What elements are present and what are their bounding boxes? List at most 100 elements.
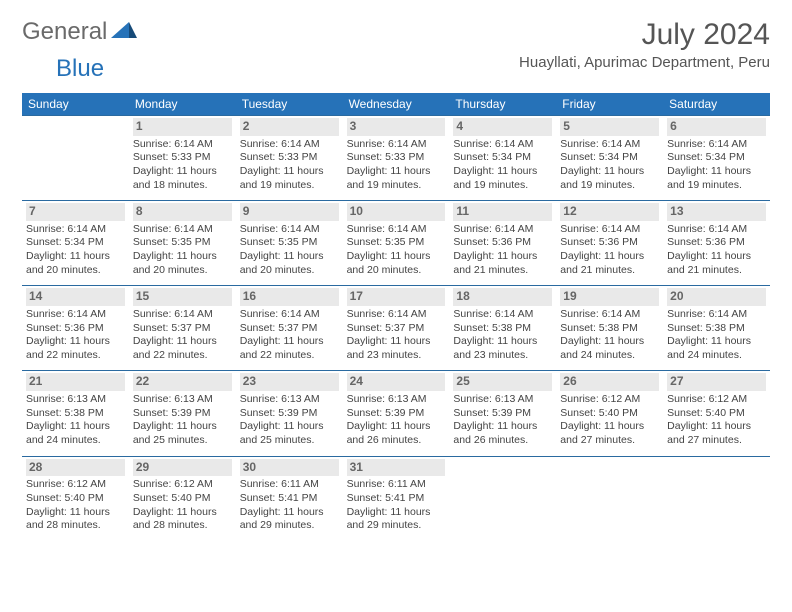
day-detail: Daylight: 11 hours and 22 minutes. [133,335,232,362]
day-detail: Sunrise: 6:14 AM [133,308,232,322]
day-number: 24 [347,373,446,391]
weekday-header: Saturday [663,93,770,115]
day-detail: Sunset: 5:38 PM [453,322,552,336]
day-number: 16 [240,288,339,306]
day-detail: Sunset: 5:36 PM [667,236,766,250]
day-number: 6 [667,118,766,136]
day-detail: Sunrise: 6:14 AM [347,308,446,322]
day-number: 2 [240,118,339,136]
day-detail: Daylight: 11 hours and 24 minutes. [560,335,659,362]
day-detail: Sunset: 5:35 PM [240,236,339,250]
day-detail: Sunset: 5:41 PM [240,492,339,506]
calendar-cell: 25Sunrise: 6:13 AMSunset: 5:39 PMDayligh… [449,370,556,455]
day-detail: Daylight: 11 hours and 19 minutes. [667,165,766,192]
day-detail: Daylight: 11 hours and 21 minutes. [453,250,552,277]
calendar-cell: 5 Sunrise: 6:14 AMSunset: 5:34 PMDaylight… [556,115,663,200]
day-detail: Daylight: 11 hours and 19 minutes. [347,165,446,192]
day-detail: Sunrise: 6:12 AM [667,393,766,407]
day-number: 12 [560,203,659,221]
day-detail: Sunset: 5:33 PM [347,151,446,165]
day-detail: Sunrise: 6:13 AM [133,393,232,407]
day-detail: Sunrise: 6:13 AM [347,393,446,407]
day-detail: Sunset: 5:39 PM [347,407,446,421]
day-detail: Sunrise: 6:14 AM [240,138,339,152]
day-detail: Daylight: 11 hours and 22 minutes. [26,335,125,362]
calendar-cell: 2Sunrise: 6:14 AMSunset: 5:33 PMDaylight… [236,115,343,200]
day-detail: Sunset: 5:34 PM [26,236,125,250]
calendar-cell: 3 Sunrise: 6:14 AMSunset: 5:33 PMDaylight… [343,115,450,200]
logo-mark-icon [111,20,137,45]
weekday-header: Sunday [22,93,129,115]
calendar-cell: 10Sunrise: 6:14 AMSunset: 5:35 PMDayligh… [343,200,450,285]
day-detail: Daylight: 11 hours and 21 minutes. [667,250,766,277]
day-detail: Sunrise: 6:12 AM [133,478,232,492]
logo-text-general: General [22,18,107,46]
day-detail: Daylight: 11 hours and 18 minutes. [133,165,232,192]
day-detail: Daylight: 11 hours and 21 minutes. [560,250,659,277]
day-detail: Daylight: 11 hours and 23 minutes. [453,335,552,362]
day-detail: Daylight: 11 hours and 27 minutes. [667,420,766,447]
day-number: 23 [240,373,339,391]
day-detail: Daylight: 11 hours and 27 minutes. [560,420,659,447]
month-title: July 2024 [519,18,770,52]
day-detail: Daylight: 11 hours and 24 minutes. [667,335,766,362]
calendar-cell [663,456,770,541]
calendar-cell: 11Sunrise: 6:14 AMSunset: 5:36 PMDayligh… [449,200,556,285]
day-detail: Daylight: 11 hours and 23 minutes. [347,335,446,362]
day-detail: Sunrise: 6:14 AM [240,308,339,322]
day-number: 8 [133,203,232,221]
calendar-cell: 31Sunrise: 6:11 AMSunset: 5:41 PMDayligh… [343,456,450,541]
day-detail: Daylight: 11 hours and 22 minutes. [240,335,339,362]
day-detail: Daylight: 11 hours and 28 minutes. [26,506,125,533]
day-detail: Sunrise: 6:14 AM [26,223,125,237]
day-number: 21 [26,373,125,391]
calendar-cell: 1Sunrise: 6:14 AMSunset: 5:33 PMDaylight… [129,115,236,200]
day-number: 11 [453,203,552,221]
day-detail: Sunset: 5:36 PM [26,322,125,336]
day-detail: Sunset: 5:38 PM [667,322,766,336]
day-detail: Sunrise: 6:13 AM [240,393,339,407]
day-detail: Daylight: 11 hours and 29 minutes. [240,506,339,533]
day-detail: Sunrise: 6:14 AM [560,308,659,322]
day-detail: Sunrise: 6:12 AM [560,393,659,407]
day-number: 7 [26,203,125,221]
calendar-cell: 30Sunrise: 6:11 AMSunset: 5:41 PMDayligh… [236,456,343,541]
calendar-cell [556,456,663,541]
calendar-cell: 27Sunrise: 6:12 AMSunset: 5:40 PMDayligh… [663,370,770,455]
calendar-cell [449,456,556,541]
day-number: 26 [560,373,659,391]
day-detail: Sunrise: 6:14 AM [667,223,766,237]
day-detail: Sunrise: 6:14 AM [26,308,125,322]
day-detail: Sunrise: 6:14 AM [347,138,446,152]
calendar-cell: 20Sunrise: 6:14 AMSunset: 5:38 PMDayligh… [663,285,770,370]
calendar-cell: 19Sunrise: 6:14 AMSunset: 5:38 PMDayligh… [556,285,663,370]
day-detail: Sunrise: 6:14 AM [560,223,659,237]
day-detail: Daylight: 11 hours and 19 minutes. [240,165,339,192]
day-detail: Daylight: 11 hours and 19 minutes. [560,165,659,192]
day-detail: Sunset: 5:34 PM [560,151,659,165]
logo: General [22,18,139,46]
day-detail: Sunset: 5:40 PM [667,407,766,421]
logo-text-blue: Blue [56,55,104,82]
calendar-cell: 23Sunrise: 6:13 AMSunset: 5:39 PMDayligh… [236,370,343,455]
calendar-cell: 16Sunrise: 6:14 AMSunset: 5:37 PMDayligh… [236,285,343,370]
day-detail: Daylight: 11 hours and 19 minutes. [453,165,552,192]
day-number: 3 [347,118,446,136]
day-detail: Sunrise: 6:14 AM [560,138,659,152]
day-number: 5 [560,118,659,136]
calendar-cell: 7Sunrise: 6:14 AMSunset: 5:34 PMDaylight… [22,200,129,285]
day-number: 29 [133,459,232,477]
day-number: 20 [667,288,766,306]
day-detail: Daylight: 11 hours and 24 minutes. [26,420,125,447]
calendar-cell: 28Sunrise: 6:12 AMSunset: 5:40 PMDayligh… [22,456,129,541]
day-number: 9 [240,203,339,221]
day-detail: Sunset: 5:34 PM [453,151,552,165]
weekday-header: Monday [129,93,236,115]
weekday-header: Tuesday [236,93,343,115]
weekday-header: Wednesday [343,93,450,115]
day-detail: Sunset: 5:36 PM [560,236,659,250]
day-detail: Sunset: 5:38 PM [560,322,659,336]
day-detail: Sunset: 5:37 PM [133,322,232,336]
day-detail: Sunrise: 6:14 AM [133,223,232,237]
day-detail: Sunset: 5:36 PM [453,236,552,250]
